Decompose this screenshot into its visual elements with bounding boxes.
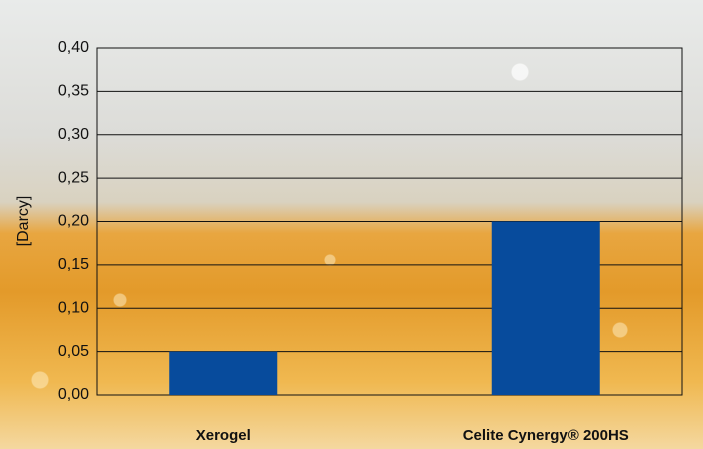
- chart-container: [Darcy] 0,00 0,05 0,10 0,15 0,20 0,25 0,30 0,35…: [0, 0, 703, 449]
- y-tick-label: 0,00: [58, 386, 89, 403]
- bar: [492, 222, 600, 396]
- y-tick-label: 0,25: [58, 169, 89, 186]
- y-tick-label: 0,20: [58, 213, 89, 230]
- y-tick-label: 0,30: [58, 126, 89, 143]
- y-tick-label: 0,15: [58, 256, 89, 273]
- chart: [Darcy] 0,00 0,05 0,10 0,15 0,20 0,25 0,30 0,35…: [0, 0, 703, 449]
- x-tick-label: Xerogel: [196, 427, 251, 444]
- y-tick-label: 0,35: [58, 83, 89, 100]
- y-tick-label: 0,40: [58, 39, 89, 56]
- y-tick-label: 0,05: [58, 343, 89, 360]
- y-axis-label: [Darcy]: [15, 196, 32, 247]
- x-tick-label: Celite Cynergy® 200HS: [463, 427, 629, 444]
- bar: [169, 352, 277, 395]
- y-tick-label: 0,10: [58, 299, 89, 316]
